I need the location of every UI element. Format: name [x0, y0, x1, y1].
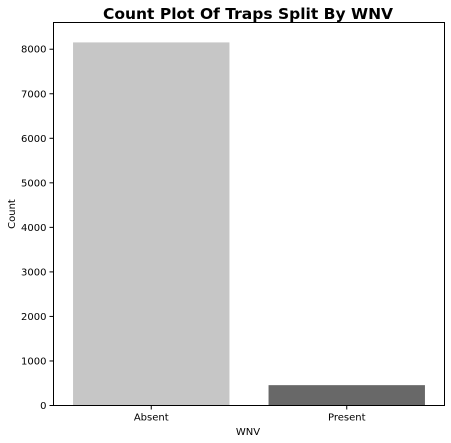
y-tick-label: 8000 — [21, 45, 46, 56]
y-tick-label: 0 — [40, 401, 46, 412]
y-tick-label: 3000 — [21, 267, 46, 278]
y-tick-label: 1000 — [21, 356, 46, 367]
y-tick-label: 4000 — [21, 223, 46, 234]
plot-frame — [53, 22, 445, 406]
bar-present — [268, 385, 425, 406]
x-axis: Absent Present — [134, 405, 366, 424]
y-tick-label: 7000 — [21, 89, 46, 100]
chart-title: Count Plot Of Traps Split By WNV — [103, 5, 393, 23]
y-axis-label: Count — [7, 199, 18, 229]
x-tick-label: Present — [328, 413, 366, 424]
y-axis: 0 1000 2000 3000 4000 5000 6000 7000 8000 — [21, 45, 54, 412]
x-tick-label: Absent — [134, 413, 169, 424]
bars-group — [73, 42, 425, 406]
y-tick-label: 6000 — [21, 134, 46, 145]
y-tick-label: 5000 — [21, 178, 46, 189]
bar-absent — [73, 42, 230, 406]
y-tick-label: 2000 — [21, 312, 46, 323]
x-axis-label: WNV — [236, 427, 260, 438]
